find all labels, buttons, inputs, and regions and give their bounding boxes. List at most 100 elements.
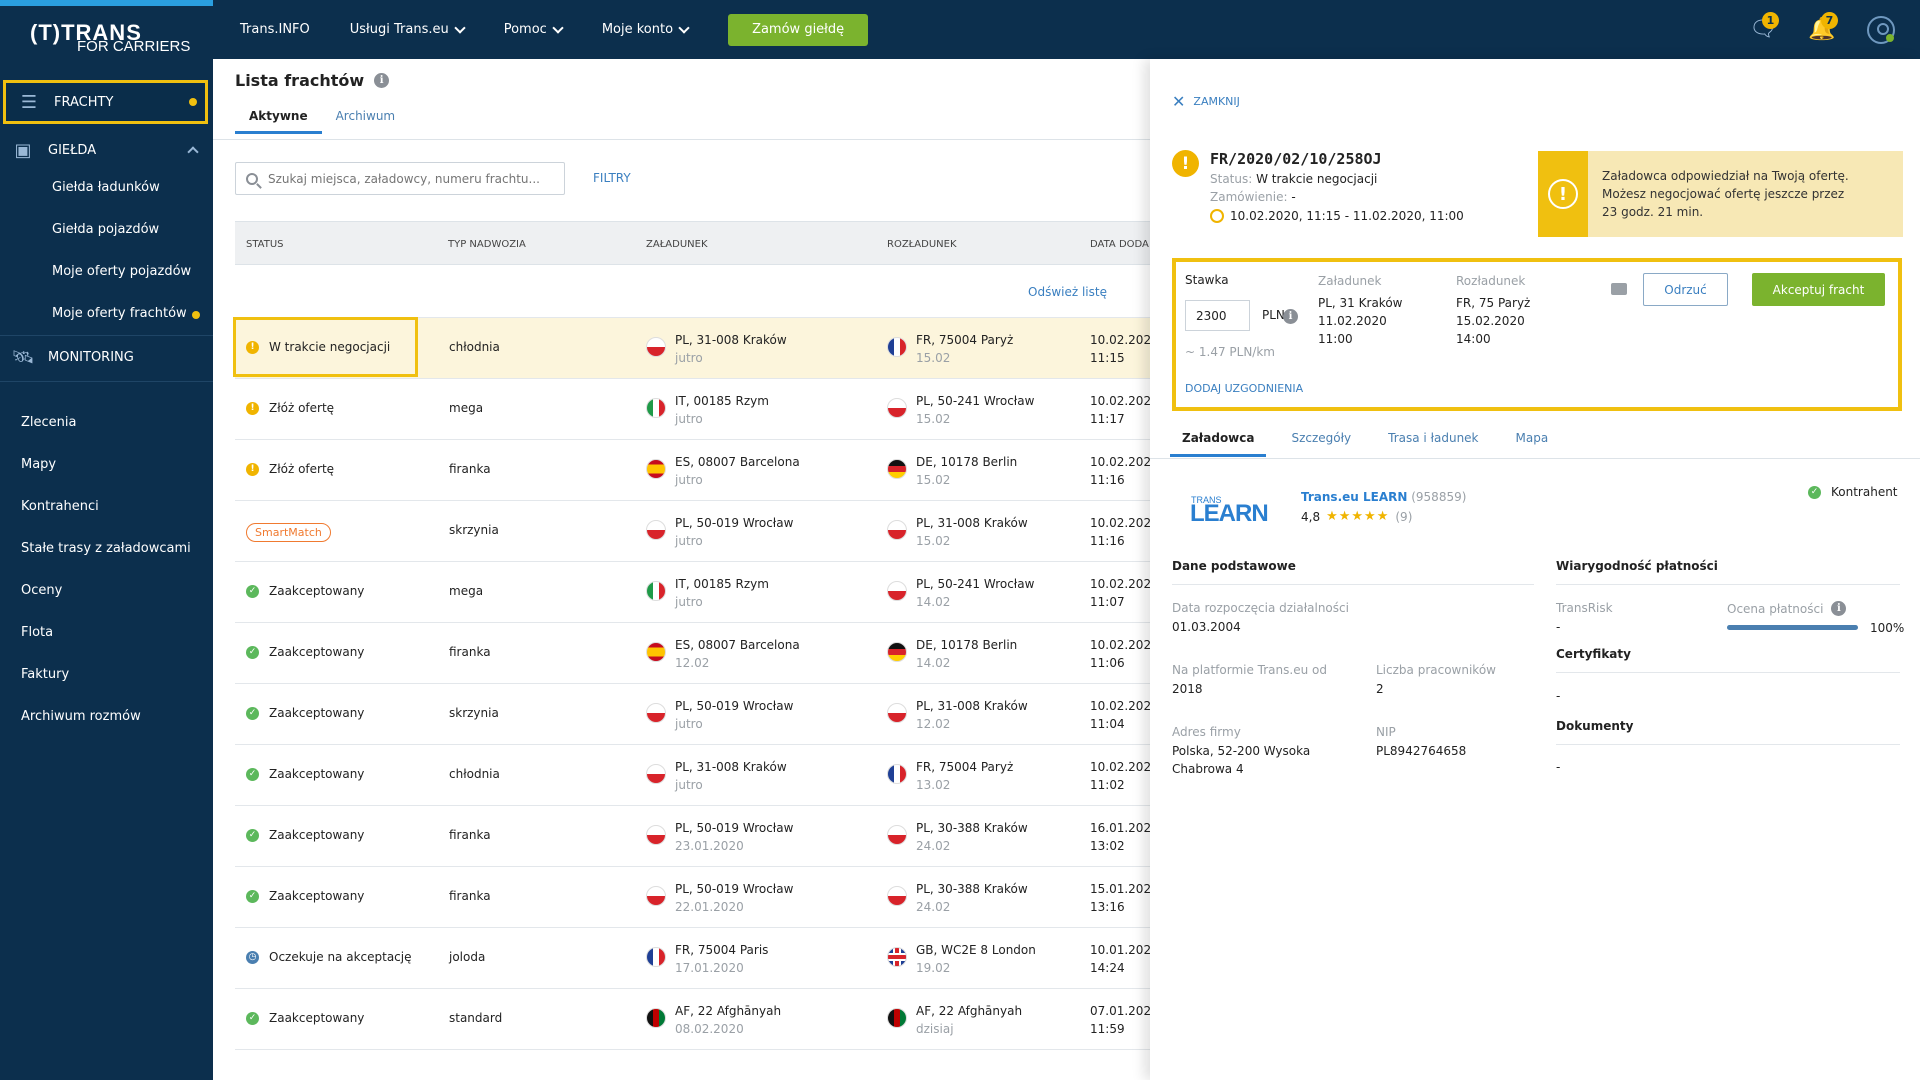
date-added: 10.02.202	[1090, 638, 1152, 652]
flag-icon	[646, 459, 666, 479]
sidebar-item-gielda-pojazdow[interactable]: Giełda pojazdów	[52, 222, 160, 237]
notification-dot	[189, 98, 197, 106]
star-icon: ★★★★★	[1326, 509, 1390, 524]
sidebar-item-mapy[interactable]: Mapy	[21, 457, 57, 472]
tab-szczegoly[interactable]: Szczegóły	[1291, 431, 1352, 445]
notifications-button[interactable]: 🔔 7	[1802, 10, 1842, 50]
main-nav: Trans.INFO Usługi Trans.eu Pomoc Moje ko…	[240, 0, 869, 59]
sidebar-item-monitoring[interactable]: 🛰 MONITORING	[0, 342, 213, 372]
unload-date: 19.02	[916, 961, 951, 975]
flag-icon	[887, 947, 907, 967]
unload-cell: GB, WC2E 8 London 19.02	[887, 941, 1036, 977]
sidebar-item-zlecenia[interactable]: Zlecenia	[21, 415, 77, 430]
nav-pomoc[interactable]: Pomoc	[504, 21, 564, 37]
flag-icon	[887, 581, 907, 601]
sidebar-item-kontrahenci[interactable]: Kontrahenci	[21, 499, 99, 514]
sidebar-item-archiwum-rozmow[interactable]: Archiwum rozmów	[21, 709, 141, 724]
tab-trasa-ladunek[interactable]: Trasa i ładunek	[1388, 431, 1479, 445]
table-row[interactable]: ✓ Zaakceptowany firanka PL, 50-019 Wrocław 2…	[235, 806, 1151, 867]
table-row[interactable]: ◷ Oczekuje na akceptację joloda FR, 75004 P…	[235, 928, 1151, 989]
status-cell: ✓ Zaakceptowany	[246, 706, 364, 720]
column-header-body[interactable]: TYP NADWOZIA	[448, 239, 526, 250]
accept-freight-button[interactable]: Akceptuj fracht	[1752, 273, 1885, 306]
table-row[interactable]: ! W trakcie negocjacji chłodnia PL, 31-008 …	[233, 317, 1151, 379]
load-place: ES, 08007 Barcelona	[675, 455, 800, 469]
status-cell: ! Złóż ofertę	[246, 401, 334, 415]
reject-button[interactable]: Odrzuć	[1643, 273, 1728, 306]
sidebar-item-gielda[interactable]: ▣ GIEŁDA	[0, 135, 213, 165]
table-row[interactable]: ! Złóż ofertę mega IT, 00185 Rzym jutro PL, 5…	[235, 379, 1151, 440]
nav-moje-konto[interactable]: Moje konto	[602, 21, 690, 37]
date-added-cell: 07.01.202 11:59	[1090, 1002, 1151, 1038]
rate-input[interactable]: 2300	[1185, 300, 1250, 331]
nav-uslugi[interactable]: Usługi Trans.eu	[349, 21, 466, 37]
info-icon[interactable]: i	[374, 73, 390, 88]
table-row[interactable]: ✓ Zaakceptowany standard AF, 22 Afghānyah 08…	[235, 989, 1151, 1050]
column-header-unload[interactable]: ROZŁADUNEK	[887, 239, 957, 250]
tab-zaladowca[interactable]: Załadowca	[1170, 431, 1267, 457]
search-input[interactable]	[268, 171, 548, 186]
sidebar-item-stale-trasy[interactable]: Stałe trasy z załadowcami	[21, 541, 191, 556]
nav-trans-info[interactable]: Trans.INFO	[240, 22, 310, 37]
table-row[interactable]: ✓ Zaakceptowany firanka PL, 50-019 Wrocław 2…	[235, 867, 1152, 928]
chevron-up-icon	[187, 146, 199, 158]
certificates-title: Certyfikaty	[1556, 647, 1631, 661]
check-icon: ✓	[246, 767, 259, 781]
check-icon: ✓	[246, 1011, 259, 1025]
tab-mapa[interactable]: Mapa	[1515, 431, 1549, 445]
info-icon[interactable]: i	[1831, 601, 1847, 616]
load-cell: PL, 50-019 Wrocław 23.01.2020	[646, 819, 793, 855]
table-row[interactable]: ✓ Zaakceptowany mega IT, 00185 Rzym jutro PL,…	[235, 562, 1151, 623]
load-place: PL, 50-019 Wrocław	[675, 699, 794, 713]
nav-label: Usługi Trans.eu	[349, 22, 449, 37]
flag-icon	[887, 398, 907, 418]
order-exchange-button[interactable]: Zamów giełdę	[728, 13, 869, 46]
unload-place: PL, 30-388 Kraków	[916, 882, 1028, 896]
table-row[interactable]: ! Złóż ofertę firanka ES, 08007 Barcelona ju…	[235, 440, 1151, 501]
check-icon: ✓	[246, 828, 259, 842]
tab-archiwum[interactable]: Archiwum	[335, 109, 396, 123]
tabs-divider	[213, 139, 1150, 140]
date-added-cell: 10.02.202 11:06	[1090, 636, 1151, 672]
contractor-label: Kontrahent	[1831, 485, 1898, 499]
load-date: 08.02.2020	[675, 1022, 744, 1036]
sidebar-item-gielda-ladunkow[interactable]: Giełda ładunków	[52, 180, 160, 195]
body-type-cell: firanka	[449, 828, 491, 842]
filters-link[interactable]: FILTRY	[593, 171, 631, 185]
alert-icon-area: !	[1538, 151, 1588, 237]
employees-label: Liczba pracowników	[1376, 663, 1496, 677]
sidebar-item-moje-oferty-frachtow[interactable]: Moje oferty frachtów	[52, 306, 187, 321]
column-header-status[interactable]: STATUS	[246, 239, 284, 250]
documents-value: -	[1556, 760, 1561, 774]
column-header-load[interactable]: ZAŁADUNEK	[646, 239, 708, 250]
info-icon[interactable]: i	[1283, 309, 1298, 324]
column-header-date[interactable]: DATA DODA	[1090, 239, 1149, 250]
refresh-list-link[interactable]: Odśwież listę	[1028, 285, 1107, 299]
unload-place: GB, WC2E 8 London	[916, 943, 1036, 957]
table-row[interactable]: ✓ Zaakceptowany skrzynia PL, 50-019 Wrocław…	[235, 684, 1151, 745]
load-cell: PL, 50-019 Wrocław jutro	[646, 697, 793, 733]
sidebar-item-oceny[interactable]: Oceny	[21, 583, 63, 598]
sidebar-item-moje-oferty-pojazdow[interactable]: Moje oferty pojazdów	[52, 264, 192, 279]
comment-icon[interactable]	[1611, 283, 1627, 295]
table-row[interactable]: SmartMatch skrzynia PL, 50-019 Wrocław jutr…	[235, 501, 1151, 562]
unload-cell: FR, 75004 Paryż 15.02	[887, 331, 1013, 367]
status-cell: ✓ Zaakceptowany	[246, 889, 364, 903]
tab-aktywne[interactable]: Aktywne	[235, 109, 322, 134]
close-button[interactable]: ✕ ZAMKNIJ	[1172, 92, 1240, 111]
table-row[interactable]: ✓ Zaakceptowany firanka ES, 08007 Barcelona…	[235, 623, 1151, 684]
profile-button[interactable]	[1861, 10, 1901, 50]
search-box[interactable]	[235, 162, 565, 195]
chat-button[interactable]: 🗨 1	[1743, 10, 1783, 50]
company-name-link[interactable]: Trans.eu LEARN	[1301, 490, 1408, 504]
table-row[interactable]: ✓ Zaakceptowany chłodnia PL, 31-008 Kraków j…	[235, 745, 1151, 806]
sidebar-item-frachty[interactable]: ☰ FRACHTY	[3, 80, 208, 124]
body-type-cell: mega	[449, 401, 484, 415]
date-added: 15.01.202	[1090, 882, 1152, 896]
logo[interactable]: (T)TRANS FOR CARRIERS	[0, 0, 213, 59]
status-text: Zaakceptowany	[269, 645, 365, 659]
add-agreements-link[interactable]: DODAJ UZGODNIENIA	[1185, 382, 1304, 395]
load-place: IT, 00185 Rzym	[675, 577, 769, 591]
sidebar-item-flota[interactable]: Flota	[21, 625, 54, 640]
sidebar-item-faktury[interactable]: Faktury	[21, 667, 70, 682]
